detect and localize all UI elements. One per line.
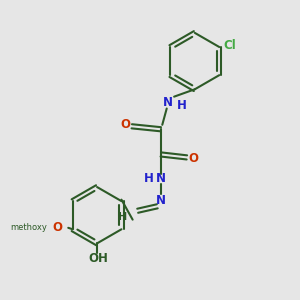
Text: OH: OH <box>88 252 109 265</box>
Text: O: O <box>120 118 130 131</box>
Text: H: H <box>118 212 127 222</box>
Text: N: N <box>156 172 166 185</box>
Text: Cl: Cl <box>223 39 236 52</box>
Text: O: O <box>188 152 198 165</box>
Text: O: O <box>52 221 62 234</box>
Text: methoxy: methoxy <box>11 223 47 232</box>
Text: H: H <box>177 99 187 112</box>
Text: N: N <box>156 194 166 207</box>
Text: N: N <box>163 96 173 109</box>
Text: H: H <box>144 172 154 185</box>
